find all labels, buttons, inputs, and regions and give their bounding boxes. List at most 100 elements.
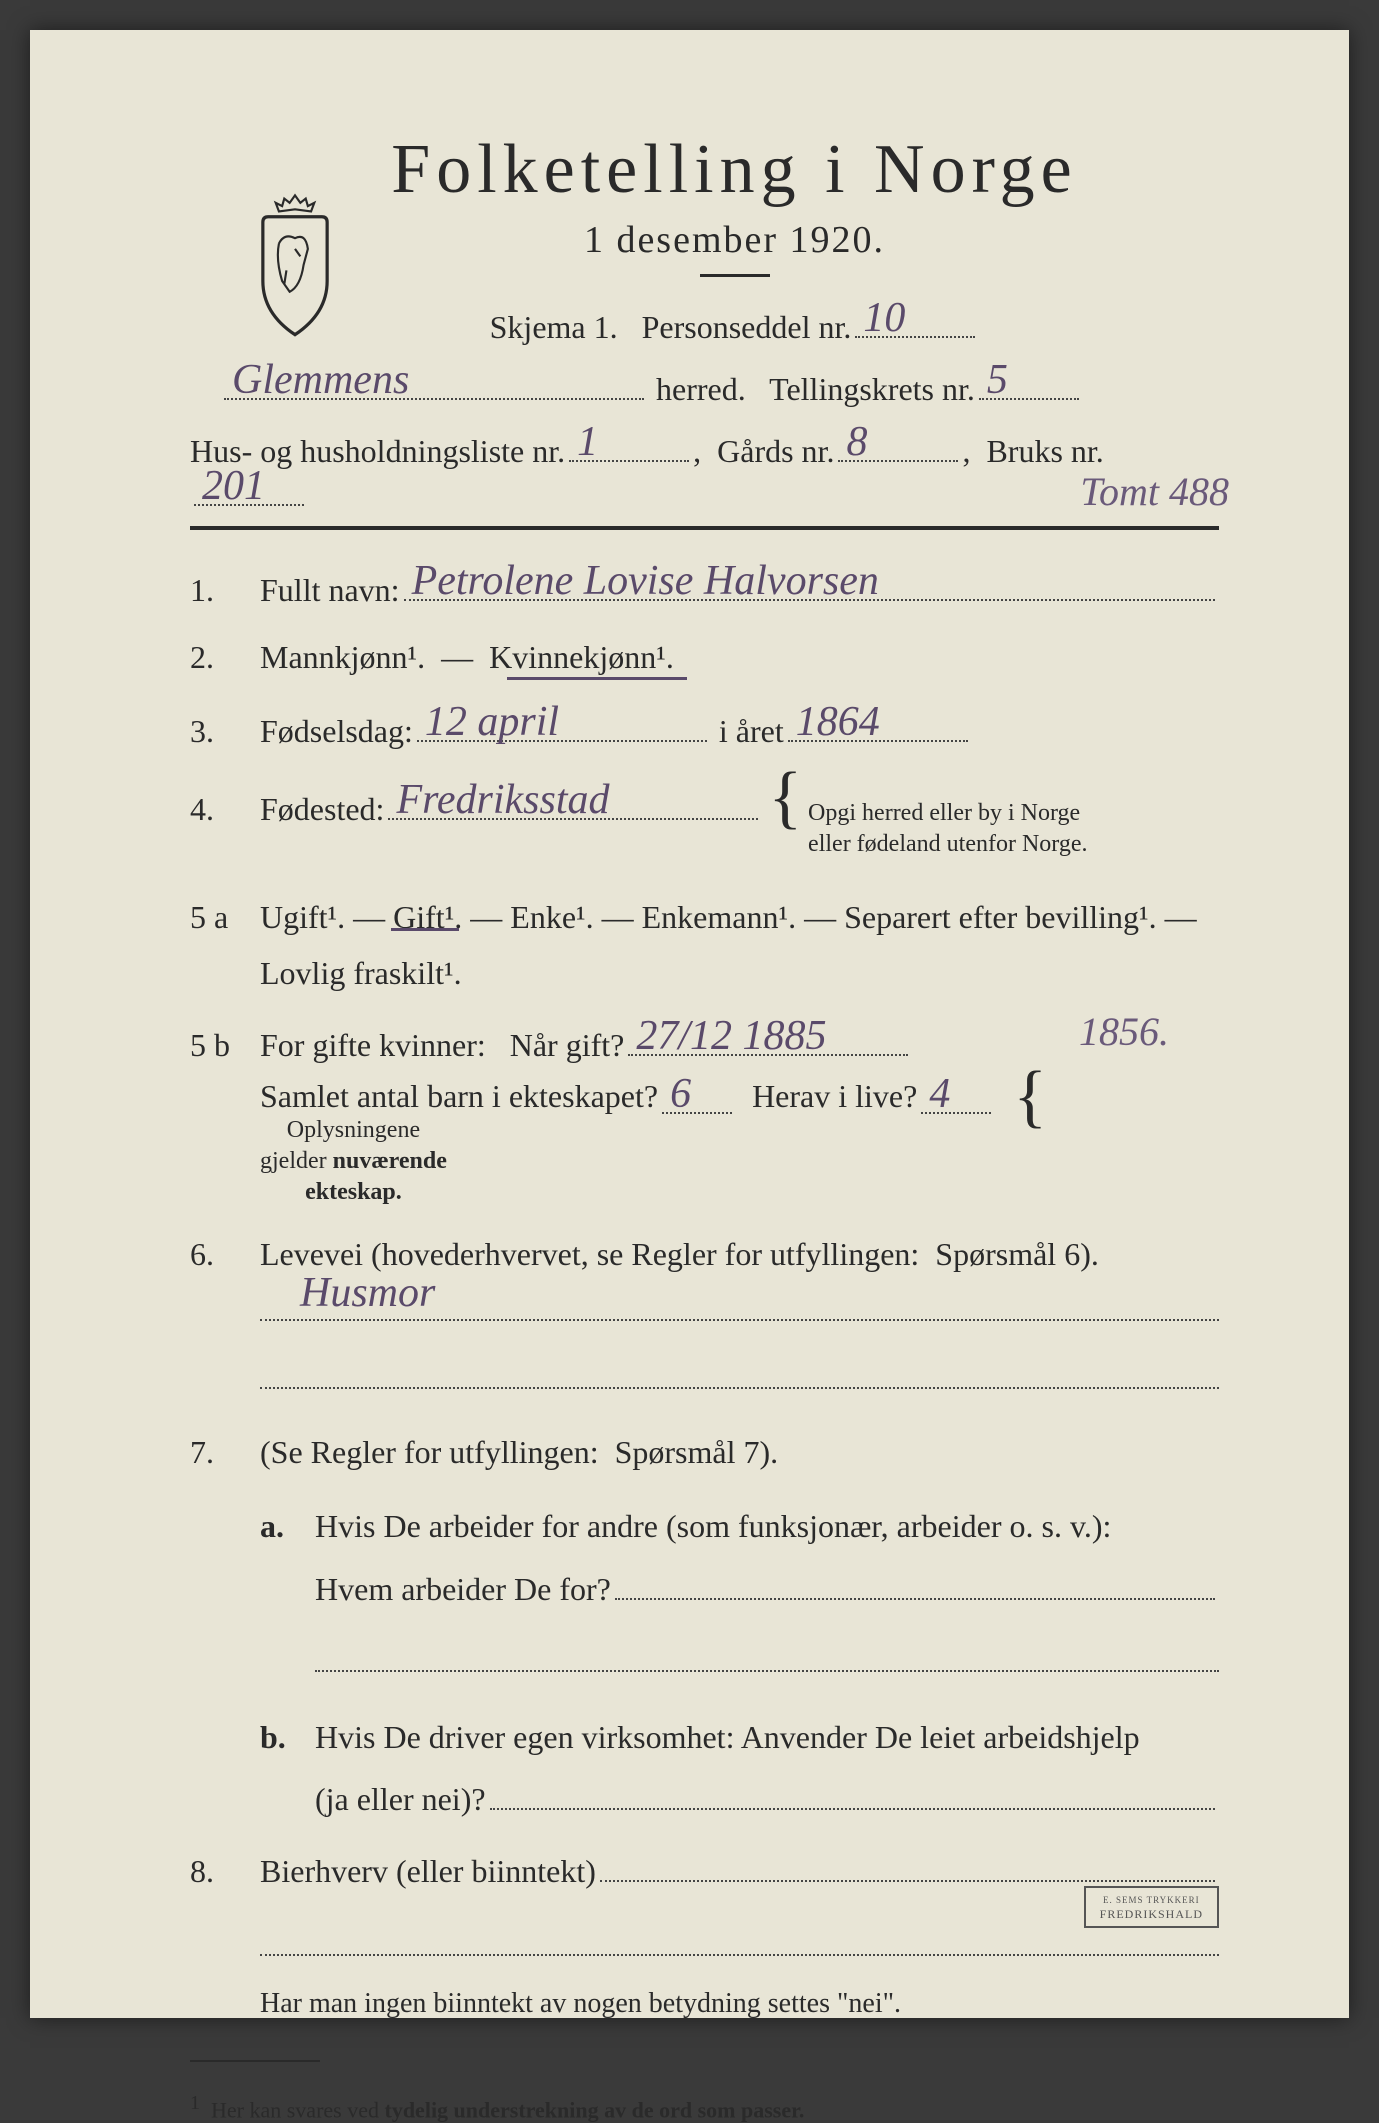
q5a-cont: Lovlig fraskilt¹. [260,955,1219,992]
hus-value: 1 [577,418,598,466]
skjema-label: Skjema 1. Personseddel nr. [490,309,852,346]
herred-label: herred. Tellingskrets nr. [648,371,975,408]
q3-field2: 1864 [788,706,968,742]
herred-field: Glemmens [224,364,644,400]
q2-num: 2. [190,639,260,676]
q4-field: Fredriksstad [388,784,758,820]
q4-num: 4. [190,791,260,828]
krets-value: 5 [987,356,1008,404]
household-line: Hus- og husholdningsliste nr. 1 , Gårds … [190,426,1219,506]
herred-value: Glemmens [232,356,409,404]
q5b-num: 5 b [190,1027,260,1064]
q5a-text2: Lovlig fraskilt¹. [260,955,462,992]
q7b-text1: Hvis De driver egen virksomhet: Anvender… [315,1710,1140,1764]
q7-text: (Se Regler for utfyllingen: Spørsmål 7). [260,1434,778,1471]
q5b-field2: 6 [662,1078,732,1114]
q5a-row: 5 a Ugift¹. — Gift¹. — Enke¹. — Enkemann… [190,890,1219,944]
q2-text: Mannkjønn¹. — Kvinnekjønn¹. [260,639,674,676]
q7b-line2: (ja eller nei)? [315,1774,1219,1818]
q5b-note: Oplysningene gjelder nuværende ekteskap. [260,1115,447,1209]
brace-icon: { [768,780,802,815]
q1-value: Petrolene Lovise Halvorsen [412,557,879,605]
q5b-val3: 4 [929,1070,950,1118]
q8-field2 [260,1920,1219,1956]
q5b-field3: 4 [921,1078,991,1114]
q1-label: Fullt navn: [260,572,400,609]
q5b-row: 5 b For gifte kvinner: Når gift? 27/12 1… [190,1020,1219,1064]
q5b-note-l3: ekteskap. [305,1179,402,1205]
q7a-row: a. Hvis De arbeider for andre (som funks… [260,1499,1219,1553]
q5b-val2: 6 [670,1070,691,1118]
gards-value: 8 [846,418,867,466]
q5b-note-l1: Oplysningene [287,1117,420,1143]
q6-row: 6. Levevei (hovederhvervet, se Regler fo… [190,1236,1219,1273]
q3-field1: 12 april [417,706,707,742]
q7a-field2 [315,1636,1219,1672]
q8-num: 8. [190,1853,260,1890]
q5b-val1: 27/12 1885 [636,1012,826,1060]
footnote: 1 Her kan svares ved tydelig understrekn… [190,2092,1219,2123]
q4-label: Fødested: [260,791,384,828]
q4-note-l2: eller fødeland utenfor Norge. [808,831,1087,857]
herred-line: Glemmens herred. Tellingskrets nr. 5 [220,364,1219,408]
q5b-field1: 27/12 1885 [628,1020,908,1056]
personseddel-field: 10 [855,302,975,338]
census-date: 1 desember 1920. [250,218,1219,262]
main-title: Folketelling i Norge [250,130,1219,210]
q7a-letter: a. [260,1508,315,1545]
q5b-margin: 1856. [1079,1008,1169,1055]
q3-label2: i året [711,713,784,750]
q8-label: Bierhverv (eller biinntekt) [260,1853,596,1890]
bruks-value: 201 [202,462,265,510]
q7-num: 7. [190,1434,260,1471]
q2-underline [507,677,687,680]
divider [700,274,770,277]
q6-text: Levevei (hovederhvervet, se Regler for u… [260,1236,1099,1273]
q4-value: Fredriksstad [396,776,609,824]
bruks-field: 201 [194,470,304,506]
q3-num: 3. [190,713,260,750]
q4-row: 4. Fødested: Fredriksstad { Opgi herred … [190,780,1219,860]
coat-of-arms [240,190,350,340]
q7b-text2: (ja eller nei)? [315,1781,486,1818]
q4-note: Opgi herred eller by i Norge eller fødel… [808,798,1087,860]
footnote-rule [190,2060,320,2062]
q7b-field [490,1774,1215,1810]
q7a-field [615,1564,1215,1600]
q3-val2: 1864 [796,698,880,746]
q7b-row: b. Hvis De driver egen virksomhet: Anven… [260,1710,1219,1764]
brace-icon: { [1013,1079,1047,1114]
q8-row: 8. Bierhverv (eller biinntekt) [190,1846,1219,1890]
q5b-label2: Samlet antal barn i ekteskapet? [260,1078,658,1115]
gards-field: 8 [838,426,958,462]
q5b-label1: For gifte kvinner: Når gift? [260,1027,624,1064]
q1-num: 1. [190,572,260,609]
q7-row: 7. (Se Regler for utfyllingen: Spørsmål … [190,1434,1219,1471]
hus-field: 1 [569,426,689,462]
q5a-underline [391,928,459,931]
q5b-label3: Herav i live? [736,1078,917,1115]
personseddel-value: 10 [863,294,905,342]
q2-row: 2. Mannkjønn¹. — Kvinnekjønn¹. [190,639,1219,676]
printer-stamp: E. SEMS TRYKKERI FREDRIKSHALD [1084,1886,1219,1928]
rule-thick [190,526,1219,530]
gards-label: , Gårds nr. [693,433,834,470]
q8-field [600,1846,1215,1882]
bruks-label: , Bruks nr. [962,433,1103,470]
q7b-letter: b. [260,1719,315,1756]
q5a-num: 5 a [190,899,260,936]
q7a-line2: Hvem arbeider De for? [315,1564,1219,1608]
skjema-line: Skjema 1. Personseddel nr. 10 [250,302,1219,346]
q1-row: 1. Fullt navn: Petrolene Lovise Halvorse… [190,565,1219,609]
q6-field2 [260,1353,1219,1389]
q7a-text2: Hvem arbeider De for? [315,1571,611,1608]
title-block: Folketelling i Norge 1 desember 1920. [250,130,1219,277]
q4-note-l1: Opgi herred eller by i Norge [808,800,1080,826]
stamp-text: FREDRIKSHALD [1100,1907,1203,1921]
q3-row: 3. Fødselsdag: 12 april i året 1864 [190,706,1219,750]
tomt-note: Tomt 488 [1080,468,1229,515]
q6-value: Husmor [300,1269,435,1317]
q3-label1: Fødselsdag: [260,713,413,750]
q6-field: Husmor [260,1285,1219,1321]
q6-num: 6. [190,1236,260,1273]
